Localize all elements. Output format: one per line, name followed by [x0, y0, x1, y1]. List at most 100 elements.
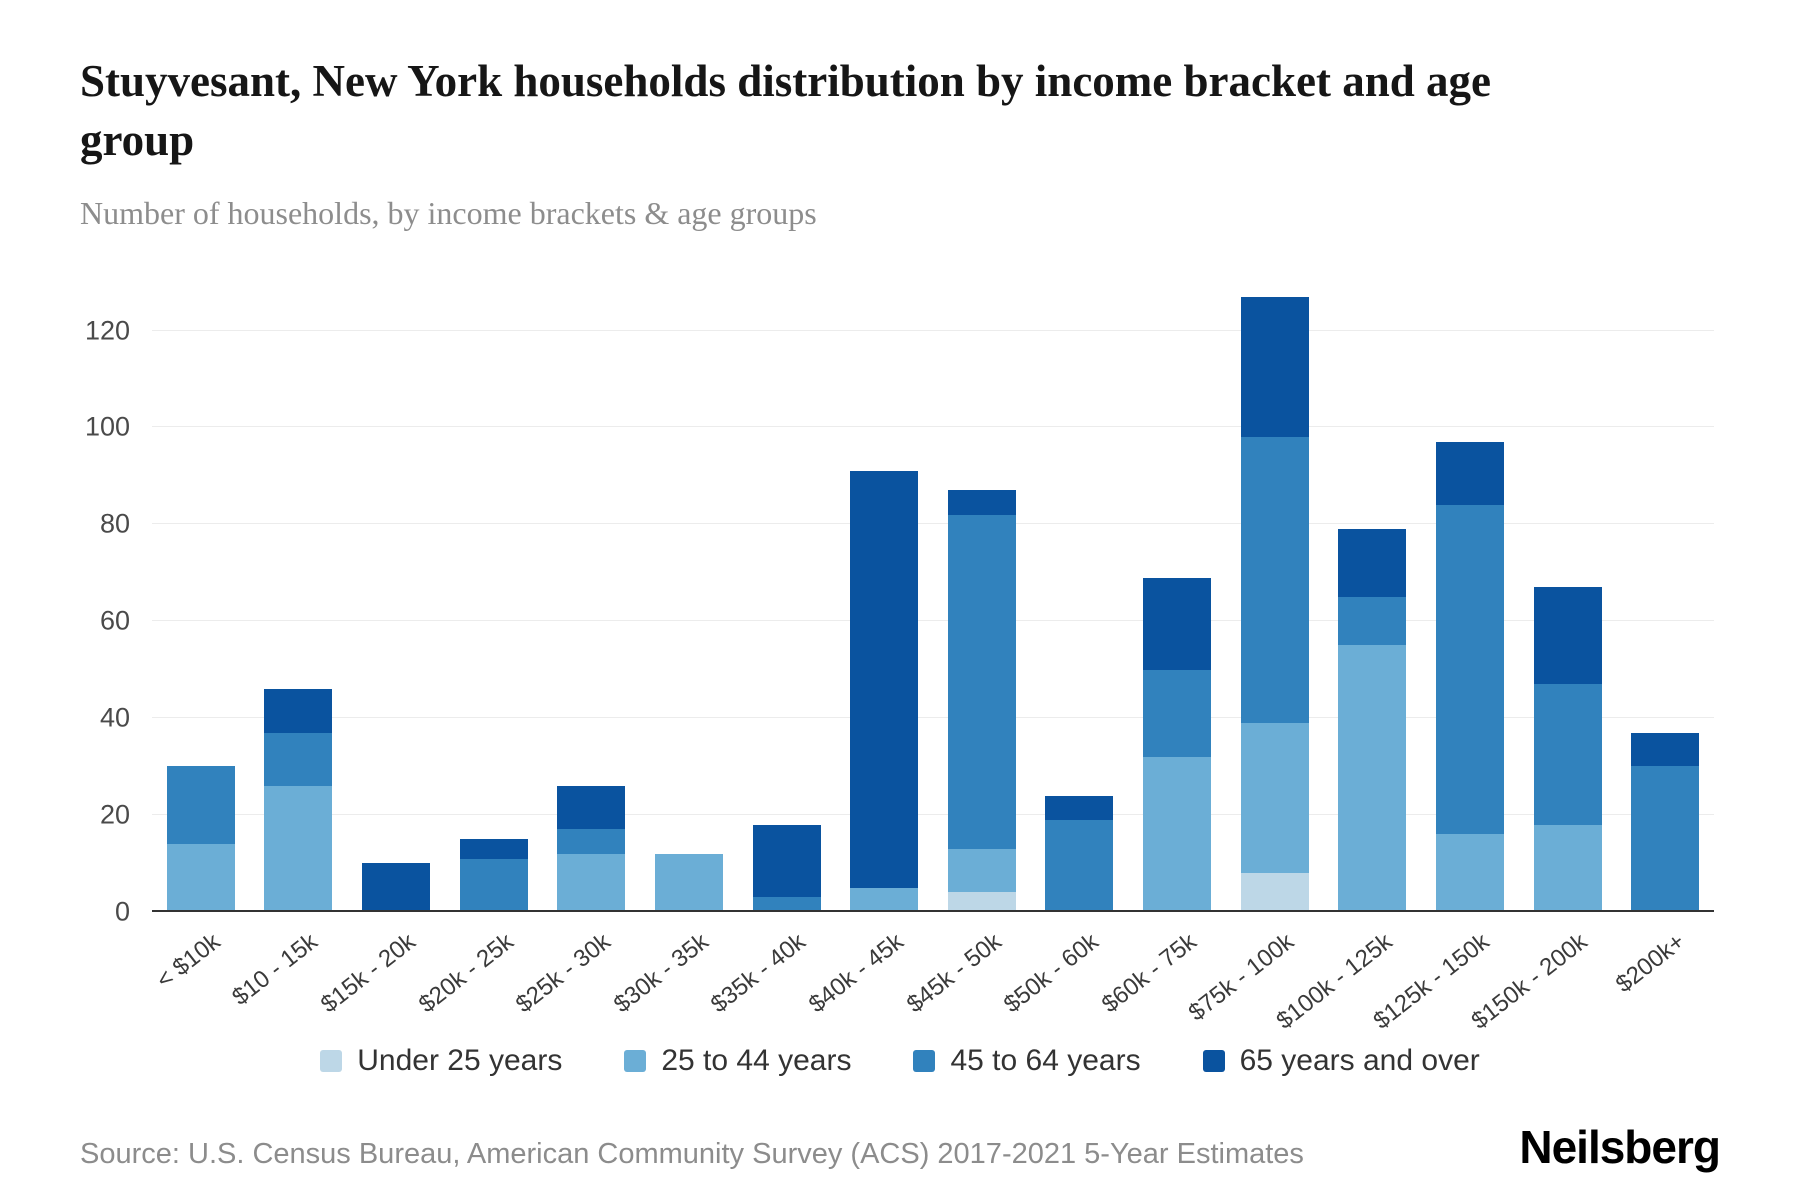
legend-label: Under 25 years: [357, 1043, 563, 1077]
bar-segment: [1631, 732, 1700, 767]
bar-segment: [557, 853, 626, 912]
plot-area: 0 20 40 60 80 100 120 < $10k $10 - 15k $15k - 20k…: [85, 292, 1714, 1034]
bar-segment: [850, 471, 919, 888]
x-tick-label: $30k - 35k: [608, 927, 714, 1019]
legend-swatch-icon: [624, 1049, 647, 1072]
bar-segment: [459, 858, 528, 912]
bar-stack: [1631, 732, 1700, 912]
legend-swatch-icon: [913, 1049, 936, 1072]
stacked-bar-chart: 0 20 40 60 80 100 120 < $10k $10 - 15k $15k - 20k…: [80, 292, 1720, 1078]
bar-segment: [947, 514, 1016, 849]
legend-swatch-icon: [1202, 1049, 1225, 1072]
bar-stack: [557, 785, 626, 912]
x-tick-label: $200k+: [1610, 927, 1690, 998]
x-tick-label: $15k - 20k: [315, 927, 421, 1019]
chart-subtitle: Number of households, by income brackets…: [80, 194, 817, 231]
bar-segment: [1045, 795, 1114, 820]
bar-segment: [1533, 824, 1602, 912]
chart-footer: Source: U.S. Census Bureau, American Com…: [80, 1120, 1721, 1174]
bar-segment: [1240, 437, 1309, 723]
x-tick-label: < $10k: [151, 927, 226, 994]
x-tick-label: $10 - 15k: [227, 927, 324, 1011]
y-tick-label: 120: [84, 315, 130, 346]
gridline: [152, 329, 1714, 331]
bar-stack: [1533, 587, 1602, 912]
bar-segment: [264, 785, 333, 912]
x-tick-label: $45k - 50k: [901, 927, 1007, 1019]
neilsberg-logo: Neilsberg: [1519, 1120, 1721, 1173]
x-tick-label: $20k - 25k: [413, 927, 519, 1019]
y-tick-label: 100: [84, 411, 130, 442]
gridline: [152, 426, 1714, 428]
legend-item: Under 25 years: [320, 1044, 562, 1078]
bar-segment: [1143, 669, 1212, 757]
x-tick-label: $25k - 30k: [510, 927, 616, 1019]
bar-stack: [1435, 441, 1504, 912]
source-note: Source: U.S. Census Bureau, American Com…: [80, 1137, 1304, 1170]
legend-label: 45 to 64 years: [950, 1043, 1141, 1077]
bar-segment: [1240, 296, 1309, 438]
bar-segment: [1045, 819, 1114, 912]
y-tick-label: 20: [99, 799, 130, 830]
x-tick-label: $40k - 45k: [803, 927, 909, 1019]
bar-segment: [362, 863, 431, 912]
bar-segment: [1143, 756, 1212, 912]
chart-legend: Under 25 years 25 to 44 years 45 to 64 yea…: [80, 1044, 1720, 1078]
bar-stack: [947, 490, 1016, 912]
y-tick-label: 60: [99, 605, 130, 636]
gridline: [152, 813, 1714, 815]
bar-segment: [166, 766, 235, 844]
legend-label: 65 years and over: [1239, 1043, 1480, 1077]
bar-stack: [1338, 529, 1407, 912]
y-tick-label: 40: [99, 702, 130, 733]
bar-segment: [264, 732, 333, 786]
legend-item: 65 years and over: [1202, 1043, 1480, 1078]
bar-segment: [1143, 577, 1212, 670]
bar-segment: [947, 848, 1016, 893]
legend-item: 45 to 64 years: [913, 1043, 1141, 1078]
bar-stack: [1045, 795, 1114, 912]
gridline: [152, 523, 1714, 525]
bar-segment: [850, 887, 919, 912]
gridline: [152, 620, 1714, 622]
bar-stack: [166, 766, 235, 912]
bar-stack: [362, 863, 431, 912]
legend-label: 25 to 44 years: [661, 1043, 852, 1077]
bar-stack: [1240, 296, 1309, 912]
x-axis-line: [152, 909, 1714, 912]
y-tick-label: 0: [114, 896, 130, 927]
x-tick-label: $35k - 40k: [706, 927, 812, 1019]
bar-segment: [1338, 596, 1407, 646]
x-tick-label: $50k - 60k: [999, 927, 1105, 1019]
bar-stack: [459, 839, 528, 912]
legend-item: 25 to 44 years: [624, 1044, 851, 1078]
bar-segment: [1338, 529, 1407, 597]
bar-stack: [1143, 577, 1212, 912]
chart-title: Stuyvesant, New York households distribu…: [80, 56, 1491, 166]
gridline: [152, 717, 1714, 719]
bar-segment: [557, 785, 626, 830]
bar-segment: [459, 839, 528, 859]
bar-stack: [264, 688, 333, 912]
bar-stack: [850, 471, 919, 912]
bar-segment: [1435, 504, 1504, 835]
legend-swatch-icon: [320, 1049, 343, 1072]
bar-stack: [752, 824, 821, 912]
bar-segment: [1533, 684, 1602, 825]
bar-segment: [654, 853, 723, 912]
y-tick-label: 80: [99, 508, 130, 539]
bar-segment: [1338, 645, 1407, 912]
bar-segment: [947, 892, 1016, 912]
bar-segment: [557, 829, 626, 854]
bar-segment: [264, 688, 333, 733]
bar-segment: [1631, 766, 1700, 912]
bar-segment: [1435, 834, 1504, 912]
bar-segment: [1533, 587, 1602, 685]
bar-segment: [1435, 441, 1504, 505]
bar-stack: [654, 853, 723, 912]
bar-segment: [752, 897, 821, 912]
bar-segment: [1240, 873, 1309, 912]
bar-segment: [1240, 722, 1309, 874]
bar-segment: [752, 824, 821, 898]
